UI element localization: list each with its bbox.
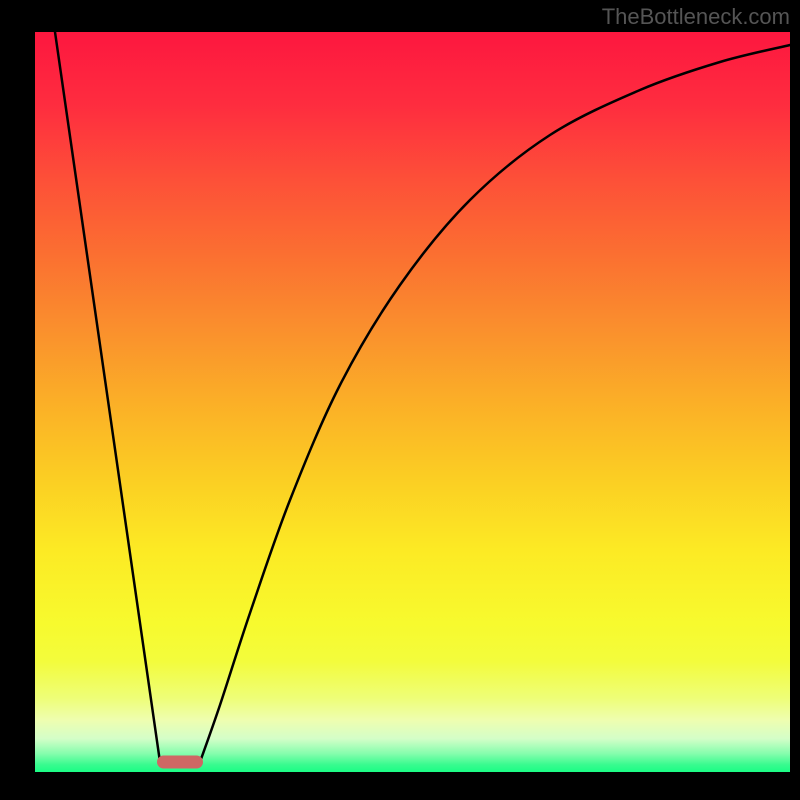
watermark-text: TheBottleneck.com: [602, 4, 790, 30]
bottleneck-chart: [0, 0, 800, 800]
chart-container: TheBottleneck.com: [0, 0, 800, 800]
plot-background: [35, 32, 790, 772]
current-position-marker: [157, 756, 203, 769]
